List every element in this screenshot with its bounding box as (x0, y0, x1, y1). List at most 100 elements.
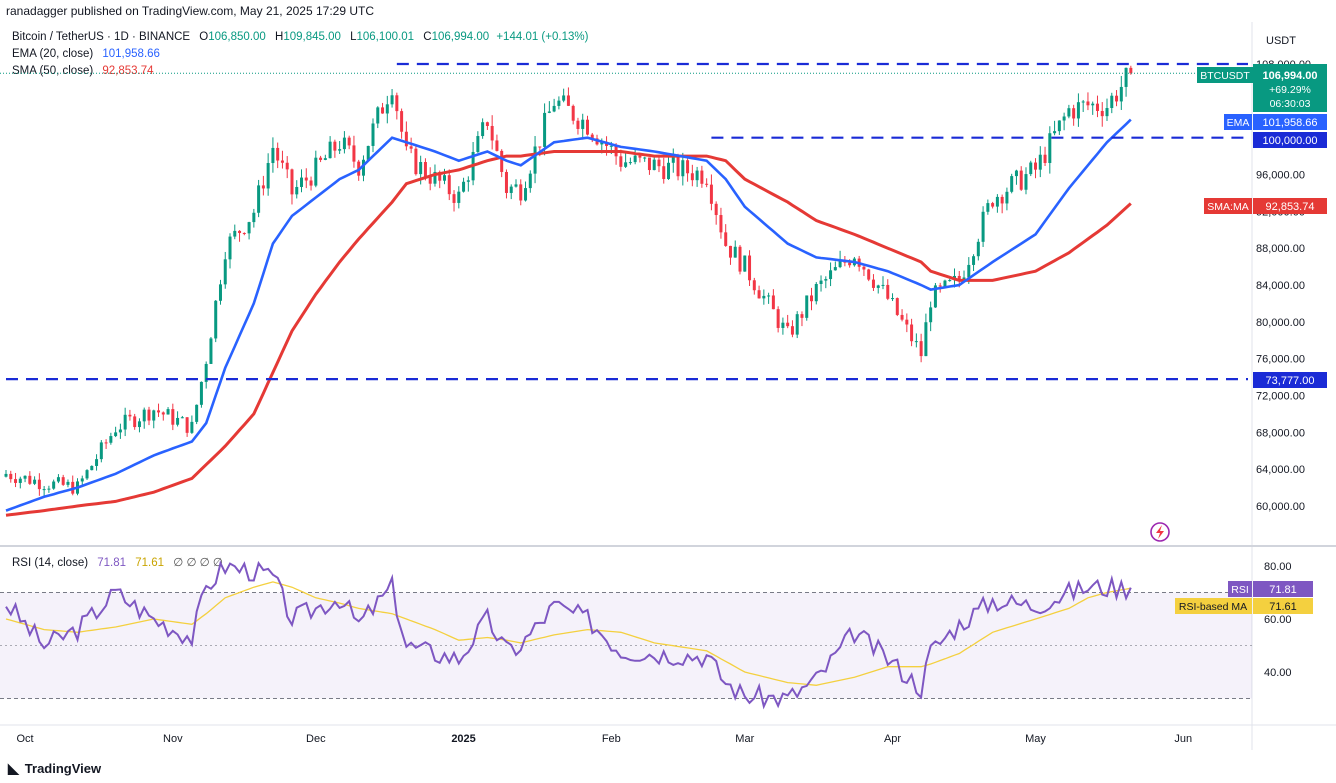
candle-body (938, 285, 942, 287)
candle (204, 361, 208, 389)
candle (171, 403, 175, 431)
candle-body (161, 412, 165, 415)
rsi-legend[interactable]: RSI (14, close) 71.81 71.61 ∅ ∅ ∅ ∅ (12, 555, 223, 569)
candle (66, 479, 70, 488)
candle-body (547, 111, 551, 113)
candle (428, 167, 432, 191)
sma-legend[interactable]: SMA (50, close) 92,853.74 (12, 65, 154, 77)
rsi-axis-ticks: 80.00 60.00 40.00 (1264, 561, 1292, 679)
price-tick-label: 64,000.00 (1256, 464, 1305, 476)
candle-body (490, 125, 494, 141)
symbol-legend: Bitcoin / TetherUS · 1D · BINANCE O106,8… (12, 31, 588, 43)
currency-label: USDT (1266, 35, 1296, 47)
candle-body (819, 280, 823, 284)
candle-body (833, 267, 837, 271)
candle (748, 250, 752, 287)
candle (495, 134, 499, 152)
candle-body (967, 264, 971, 278)
candle-body (447, 175, 451, 195)
symbol-name[interactable]: Bitcoin / TetherUS · 1D · BINANCE (12, 31, 191, 43)
candle-body (66, 481, 70, 485)
candle (585, 115, 589, 136)
candle (47, 485, 51, 493)
candle-body (409, 146, 413, 149)
candle-body (242, 233, 246, 235)
footer-brand-label: TradingView (24, 761, 102, 776)
candle-body (1000, 196, 1004, 204)
candle (238, 230, 242, 242)
candle (1129, 65, 1133, 75)
candle-body (590, 134, 594, 139)
candle-body (929, 307, 933, 323)
candle-body (228, 236, 232, 260)
candle (409, 137, 413, 154)
candle-body (695, 170, 699, 181)
rsi-line (5, 560, 1132, 710)
candle (667, 154, 671, 180)
candle (1010, 173, 1014, 194)
candle (95, 454, 99, 471)
candle-body (886, 284, 890, 299)
ema-legend[interactable]: EMA (20, close) 101,958.66 (12, 48, 160, 60)
candle (33, 476, 37, 486)
candle-body (390, 95, 394, 105)
candle (319, 155, 323, 163)
high-label: H (275, 31, 284, 43)
candle-body (371, 123, 375, 146)
candle (71, 475, 75, 496)
candle-body (481, 122, 485, 137)
candle (1091, 101, 1095, 115)
candle (218, 279, 222, 305)
badge-ema: EMA 101,958.66 (1224, 114, 1327, 130)
candle (56, 474, 60, 484)
candle-body (991, 203, 995, 207)
candle-body (4, 473, 8, 477)
candle (705, 178, 709, 188)
lightning-icon[interactable] (1150, 522, 1170, 542)
badge-73k: 73,777.00 (1253, 372, 1327, 388)
candle (657, 154, 661, 173)
candle (1024, 167, 1028, 195)
candle (566, 87, 570, 107)
footer-brand[interactable]: ◣ TradingView (8, 760, 101, 777)
candle (214, 300, 218, 343)
horizontal-levels (6, 62, 1248, 381)
badge-ema-value: 101,958.66 (1262, 117, 1317, 129)
candle-body (919, 341, 923, 357)
candle (257, 179, 261, 218)
candle-body (1057, 120, 1061, 132)
candle-body (9, 473, 13, 480)
candle (195, 404, 199, 425)
candle (695, 166, 699, 187)
candle-body (366, 145, 370, 160)
candle (824, 276, 828, 289)
candle-body (628, 162, 632, 164)
candle-body (80, 478, 84, 482)
candle (981, 206, 985, 248)
candle-body (1072, 108, 1076, 119)
badge-sma: SMA:MA 92,853.74 (1204, 198, 1327, 214)
candle (976, 238, 980, 261)
candle-body (972, 256, 976, 265)
candle-body (509, 186, 513, 193)
candle (690, 164, 694, 187)
candle-body (905, 319, 909, 325)
candle (743, 255, 747, 272)
candle-body (280, 160, 284, 163)
candle (876, 284, 880, 294)
candle-body (619, 156, 623, 167)
rsi-tick-label: 80.00 (1264, 561, 1292, 573)
candle (624, 153, 628, 168)
candle (114, 426, 118, 438)
candle-body (204, 363, 208, 382)
candle-body (585, 119, 589, 135)
candle-body (199, 381, 203, 405)
candle-body (1062, 116, 1066, 121)
candle-body (762, 295, 766, 299)
candle-body (662, 166, 666, 180)
candle (728, 245, 732, 265)
candle (662, 157, 666, 184)
candle-body (657, 159, 661, 167)
badge-rsi-ma: RSI-based MA 71.61 (1175, 598, 1313, 614)
